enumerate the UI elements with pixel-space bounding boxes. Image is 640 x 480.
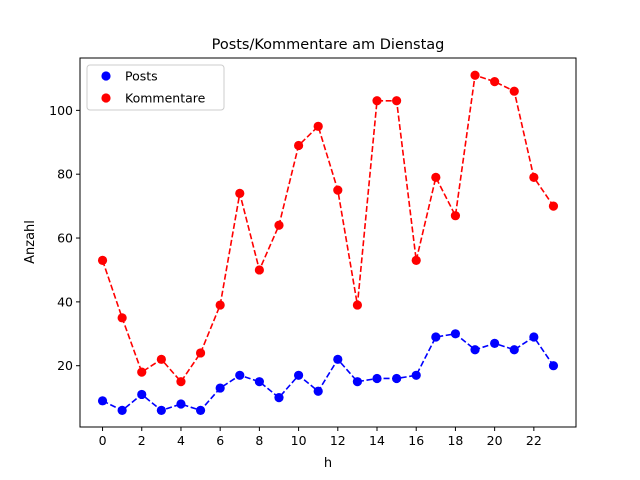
- x-tick-label: 18: [447, 433, 463, 448]
- x-tick-label: 2: [138, 433, 146, 448]
- data-point-kommentare: [450, 211, 461, 221]
- data-point-kommentare: [313, 121, 323, 131]
- data-point-kommentare: [215, 300, 225, 310]
- series-posts: [97, 329, 559, 415]
- data-point-kommentare: [117, 313, 127, 323]
- y-tick-label: 20: [57, 358, 73, 373]
- data-point-kommentare: [392, 96, 402, 106]
- y-tick-label: 80: [57, 167, 73, 182]
- data-point-kommentare: [431, 172, 441, 182]
- series-kommentare: [97, 70, 559, 387]
- x-axis-label: h: [324, 456, 332, 471]
- x-tick-label: 14: [369, 433, 385, 448]
- x-tick-label: 4: [177, 433, 185, 448]
- legend-label-kommentare: Kommentare: [125, 91, 206, 106]
- legend-marker-kommentare: [101, 93, 111, 103]
- data-point-kommentare: [156, 354, 166, 364]
- data-point-posts: [392, 373, 402, 384]
- data-point-kommentare: [293, 140, 304, 151]
- data-point-posts: [411, 370, 421, 380]
- data-point-posts: [450, 329, 461, 339]
- plot-area: 0 2 4 6 8 10 12 14 16 18 20 22 20 40 60 80 100 Posts Komme…: [49, 57, 577, 448]
- x-tick-label: 12: [330, 433, 346, 448]
- chart-title: Posts/Kommentare am Dienstag: [212, 37, 445, 53]
- data-point-kommentare: [274, 220, 284, 230]
- legend-marker-posts: [101, 71, 111, 81]
- y-tick-label: 100: [49, 103, 73, 118]
- x-tick-label: 6: [216, 433, 224, 448]
- data-point-posts: [176, 399, 186, 409]
- data-point-kommentare: [235, 188, 245, 198]
- data-point-posts: [117, 405, 127, 415]
- data-point-kommentare: [470, 70, 480, 80]
- data-point-posts: [156, 405, 166, 415]
- y-tick-label: 40: [57, 294, 73, 309]
- data-point-kommentare: [490, 77, 500, 87]
- data-point-posts: [470, 345, 480, 355]
- data-point-kommentare: [352, 300, 363, 310]
- x-tick-label: 22: [526, 433, 542, 448]
- data-point-kommentare: [97, 255, 108, 265]
- data-point-posts: [333, 354, 343, 364]
- series-line-kommentare: [101, 74, 555, 383]
- data-point-kommentare: [254, 265, 264, 275]
- data-point-posts: [509, 345, 519, 355]
- x-tick-label: 8: [255, 433, 263, 448]
- legend-label-posts: Posts: [125, 69, 158, 84]
- legend-box: [86, 64, 225, 111]
- data-point-posts: [235, 370, 245, 380]
- data-point-posts: [97, 396, 108, 406]
- data-point-posts: [313, 386, 323, 396]
- data-point-kommentare: [509, 86, 519, 96]
- data-point-posts: [548, 361, 559, 371]
- legend: Posts Kommentare: [86, 64, 225, 111]
- data-point-kommentare: [548, 201, 559, 211]
- x-tick-label: 16: [408, 433, 424, 448]
- data-point-posts: [293, 370, 304, 380]
- data-point-posts: [137, 389, 147, 400]
- data-point-kommentare: [529, 172, 539, 182]
- data-point-posts: [431, 332, 441, 342]
- data-point-kommentare: [195, 348, 206, 358]
- data-point-posts: [490, 338, 500, 348]
- data-point-kommentare: [333, 185, 343, 195]
- data-point-kommentare: [372, 96, 382, 106]
- x-tick-label: 10: [291, 433, 307, 448]
- data-point-kommentare: [137, 367, 147, 377]
- x-tick-label: 0: [99, 433, 107, 448]
- series-line-posts: [102, 332, 555, 412]
- data-point-posts: [529, 332, 539, 342]
- data-point-posts: [274, 393, 284, 403]
- data-point-posts: [372, 373, 382, 384]
- data-point-kommentare: [176, 377, 186, 387]
- plot-frame: [79, 57, 577, 428]
- data-point-kommentare: [411, 255, 421, 265]
- data-point-posts: [195, 405, 206, 415]
- y-axis-label: Anzahl: [23, 220, 38, 264]
- data-point-posts: [215, 383, 225, 393]
- data-point-posts: [352, 377, 363, 387]
- y-tick-label: 60: [57, 231, 73, 246]
- x-tick-label: 20: [487, 433, 503, 448]
- data-point-posts: [254, 377, 264, 387]
